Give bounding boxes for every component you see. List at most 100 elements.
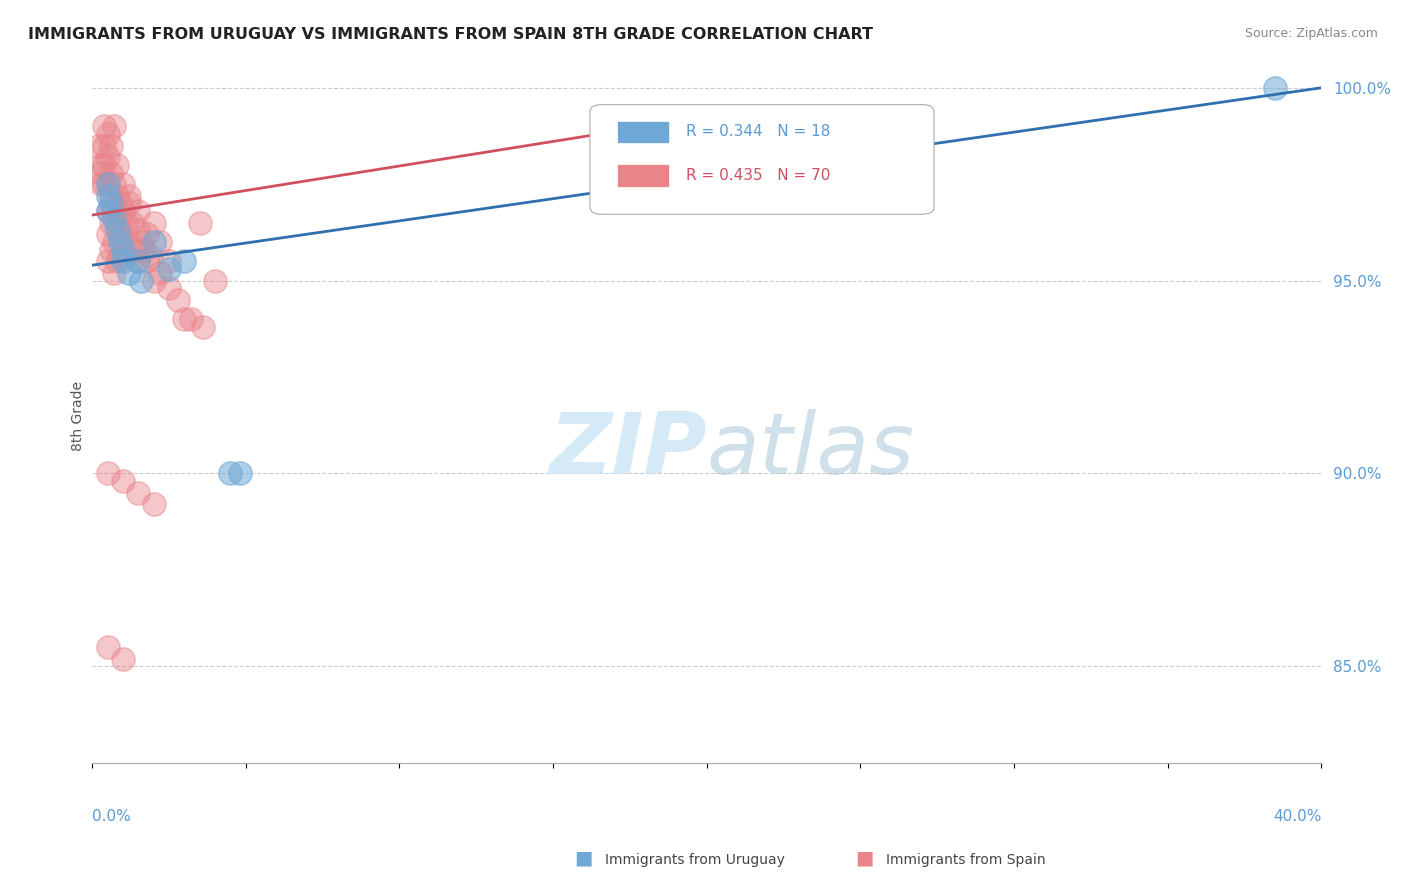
Point	[149, 266, 172, 280]
Point	[131, 235, 153, 249]
Text: Immigrants from Spain: Immigrants from Spain	[886, 853, 1046, 867]
Point	[188, 216, 211, 230]
Point	[134, 243, 156, 257]
Point	[157, 281, 180, 295]
Point	[167, 293, 190, 307]
Point	[131, 274, 153, 288]
Point	[157, 262, 180, 277]
Point	[1264, 80, 1286, 95]
Point	[111, 474, 134, 488]
Point	[105, 188, 128, 202]
Point	[103, 235, 125, 249]
Point	[142, 235, 165, 249]
Point	[191, 319, 214, 334]
Point	[127, 204, 149, 219]
Point	[100, 166, 122, 180]
Bar	[617, 120, 669, 143]
Point	[96, 204, 118, 219]
Point	[100, 243, 122, 257]
Point	[111, 254, 134, 268]
Point	[100, 196, 122, 211]
Point	[173, 312, 195, 326]
Point	[90, 178, 112, 192]
Point	[96, 254, 118, 268]
Point	[136, 227, 159, 242]
Point	[142, 497, 165, 511]
Text: IMMIGRANTS FROM URUGUAY VS IMMIGRANTS FROM SPAIN 8TH GRADE CORRELATION CHART: IMMIGRANTS FROM URUGUAY VS IMMIGRANTS FR…	[28, 27, 873, 42]
Point	[90, 158, 112, 172]
Text: atlas: atlas	[707, 409, 915, 491]
Point	[93, 178, 115, 192]
Point	[118, 188, 141, 202]
Text: 40.0%: 40.0%	[1272, 809, 1322, 824]
Point	[93, 158, 115, 172]
Text: 0.0%: 0.0%	[93, 809, 131, 824]
Point	[127, 485, 149, 500]
Text: ■: ■	[855, 848, 875, 867]
Point	[87, 138, 110, 153]
Point	[118, 266, 141, 280]
Point	[124, 243, 146, 257]
Point	[139, 251, 162, 265]
Point	[96, 640, 118, 654]
Point	[127, 254, 149, 268]
Point	[90, 166, 112, 180]
Point	[118, 196, 141, 211]
Point	[108, 196, 131, 211]
Point	[118, 235, 141, 249]
Point	[111, 178, 134, 192]
Text: ZIP: ZIP	[550, 409, 707, 491]
Point	[100, 138, 122, 153]
Point	[105, 216, 128, 230]
Point	[103, 120, 125, 134]
Point	[93, 138, 115, 153]
Point	[127, 254, 149, 268]
Text: Source: ZipAtlas.com: Source: ZipAtlas.com	[1244, 27, 1378, 40]
FancyBboxPatch shape	[591, 104, 934, 214]
Point	[111, 204, 134, 219]
Bar	[617, 164, 669, 186]
Point	[96, 150, 118, 164]
Point	[100, 188, 122, 202]
Point	[142, 274, 165, 288]
Point	[96, 204, 118, 219]
Point	[228, 467, 250, 481]
Point	[149, 235, 172, 249]
Point	[105, 223, 128, 237]
Point	[96, 178, 118, 192]
Point	[108, 223, 131, 237]
Point	[103, 211, 125, 226]
Y-axis label: 8th Grade: 8th Grade	[72, 381, 86, 450]
Point	[157, 254, 180, 268]
Point	[96, 467, 118, 481]
Point	[204, 274, 226, 288]
Point	[111, 243, 134, 257]
Point	[127, 223, 149, 237]
Point	[173, 254, 195, 268]
Point	[111, 651, 134, 665]
Point	[100, 216, 122, 230]
Text: Immigrants from Uruguay: Immigrants from Uruguay	[605, 853, 785, 867]
Point	[108, 235, 131, 249]
Point	[157, 890, 180, 892]
Point	[219, 467, 242, 481]
Point	[103, 204, 125, 219]
Point	[121, 216, 143, 230]
Point	[108, 251, 131, 265]
Point	[105, 254, 128, 268]
Point	[105, 158, 128, 172]
Text: ■: ■	[574, 848, 593, 867]
Point	[96, 227, 118, 242]
Point	[103, 178, 125, 192]
Text: R = 0.435   N = 70: R = 0.435 N = 70	[686, 168, 830, 183]
Point	[96, 188, 118, 202]
Point	[93, 120, 115, 134]
Point	[103, 266, 125, 280]
Point	[96, 178, 118, 192]
Point	[179, 312, 201, 326]
Point	[115, 216, 138, 230]
Point	[96, 127, 118, 141]
Point	[142, 216, 165, 230]
Point	[136, 254, 159, 268]
Text: R = 0.344   N = 18: R = 0.344 N = 18	[686, 124, 830, 139]
